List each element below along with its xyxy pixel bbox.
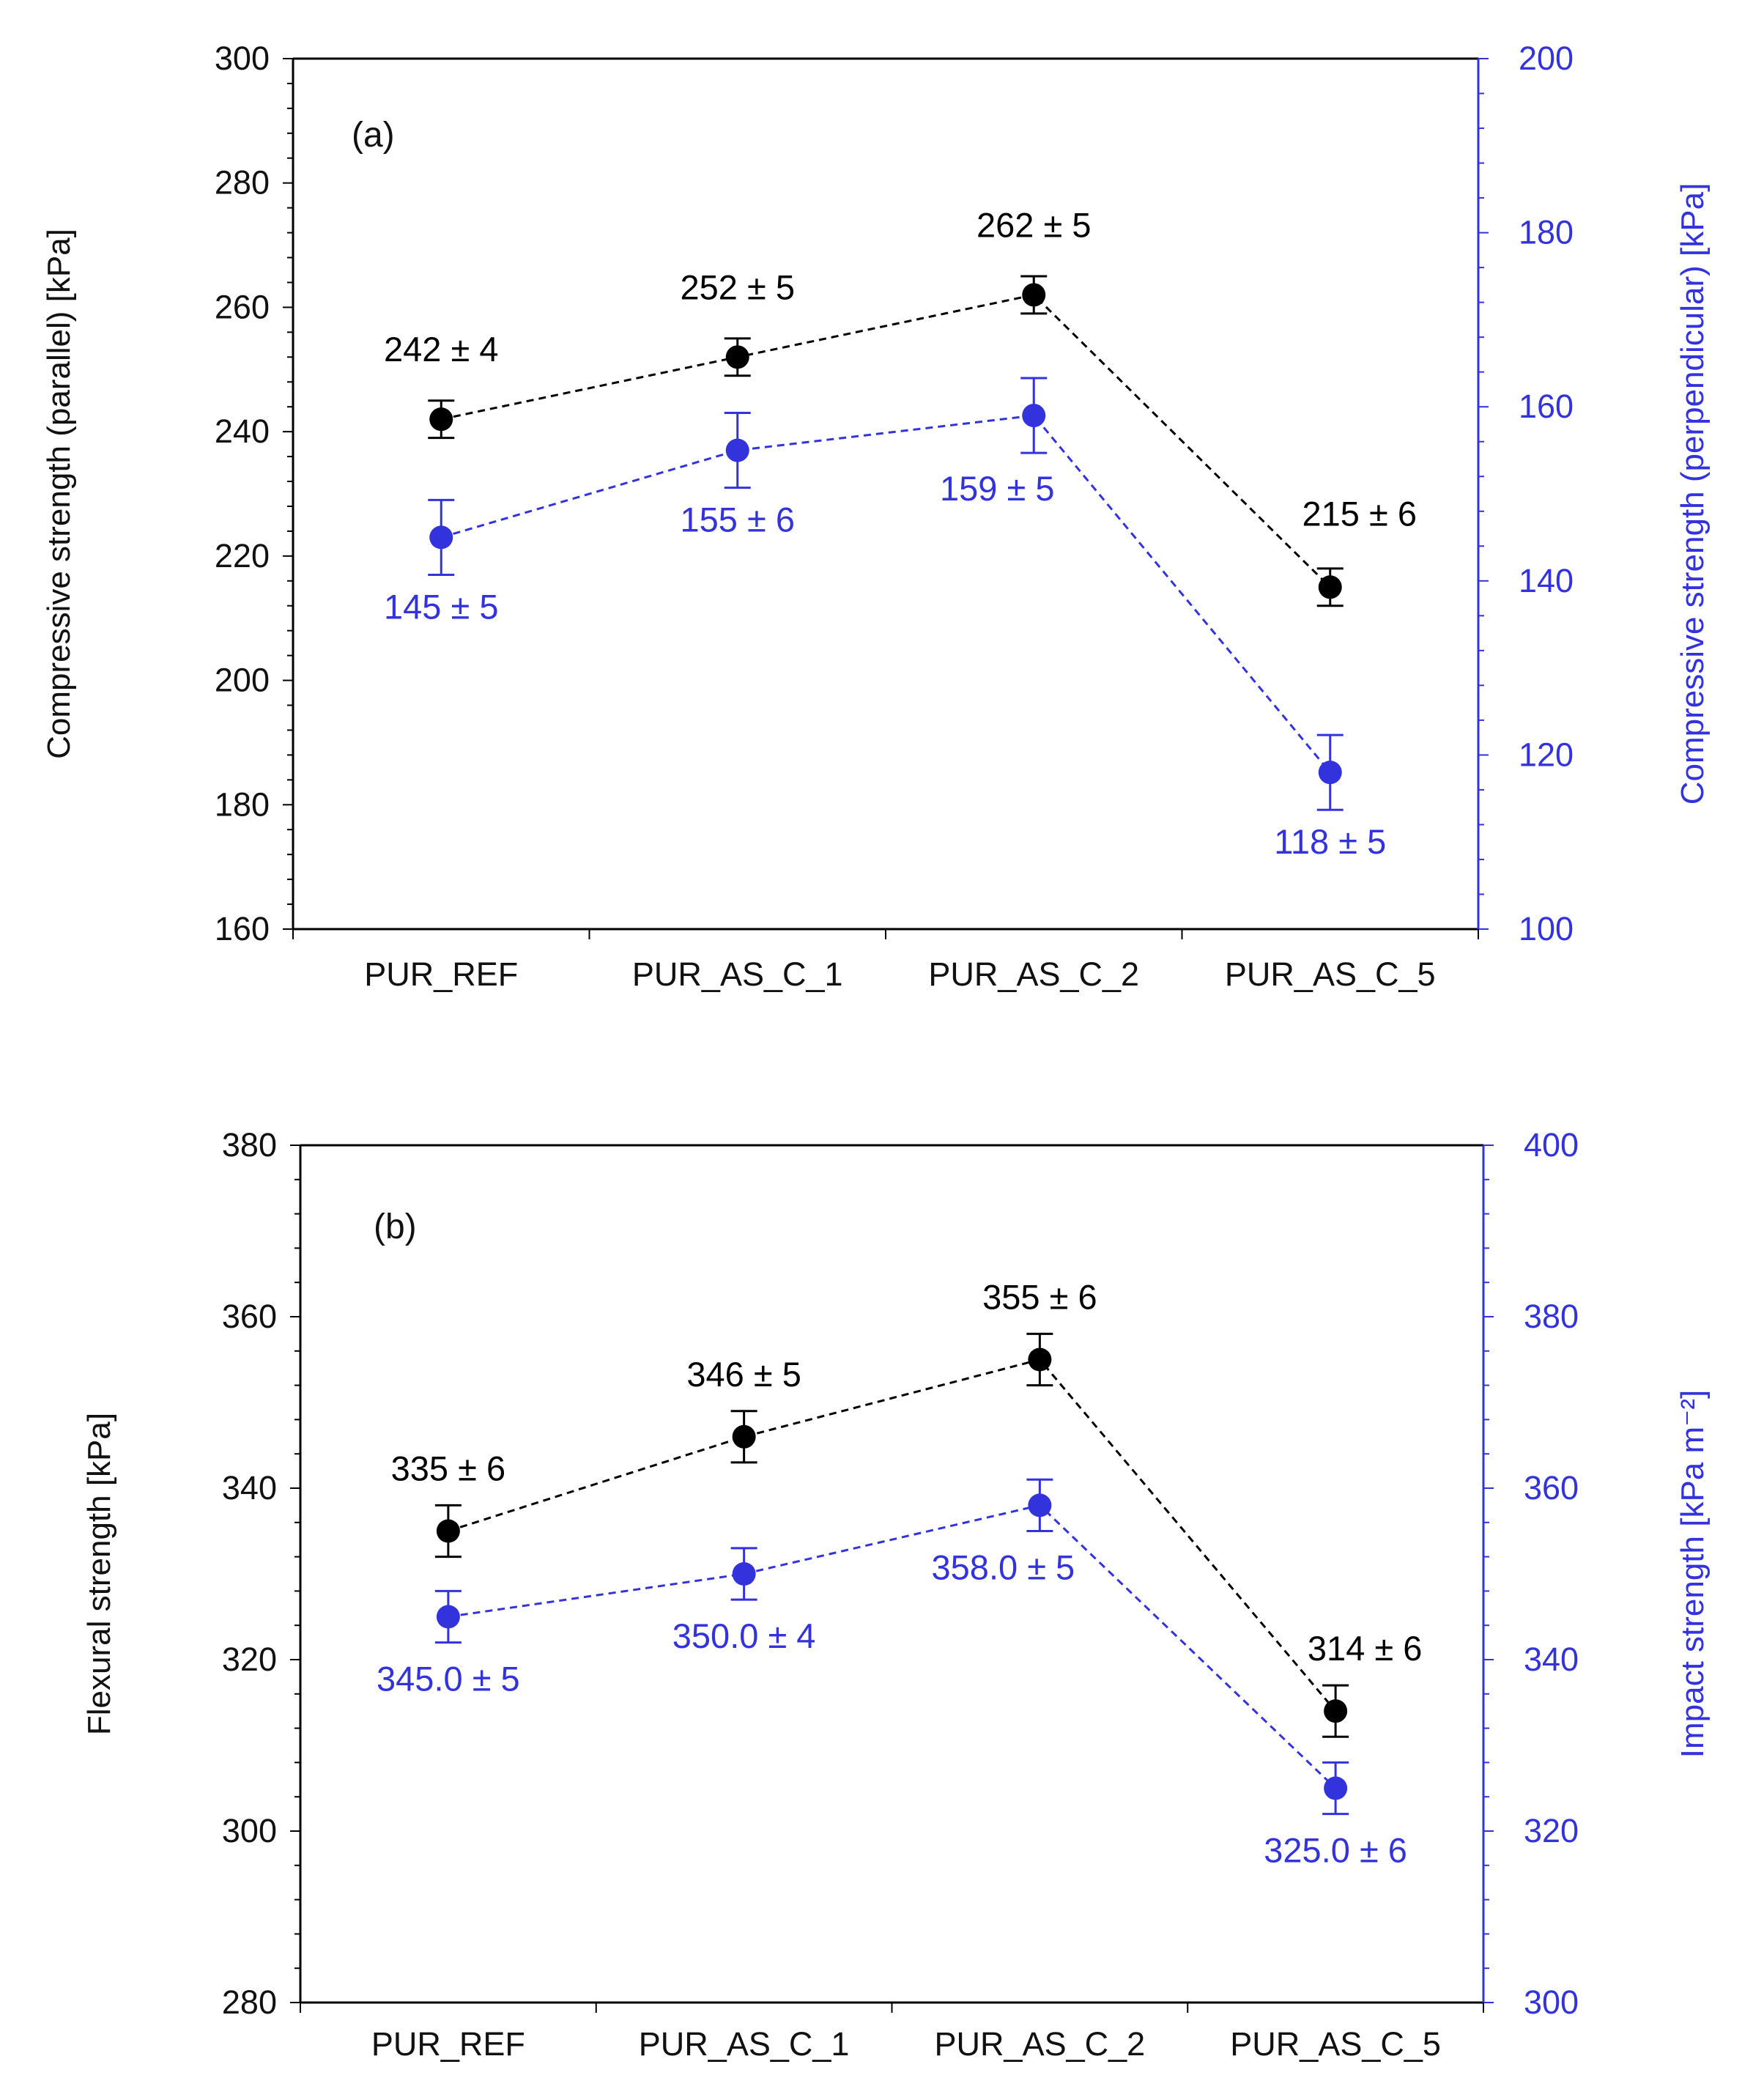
data-label: 262 ± 5	[976, 205, 1091, 244]
data-label: 242 ± 4	[384, 330, 498, 369]
data-point	[1022, 283, 1046, 307]
data-label: 314 ± 6	[1308, 1629, 1422, 1668]
data-point	[1318, 761, 1342, 785]
left-tick-label: 240	[215, 413, 270, 450]
right-tick-label: 200	[1519, 40, 1574, 77]
x-category-label: PUR_AS_C_1	[632, 955, 843, 993]
right-tick-label: 160	[1519, 388, 1574, 425]
left-axis-title: Compressive strength (parallel) [kPa]	[41, 229, 77, 759]
data-label: 252 ± 5	[681, 267, 795, 306]
right-tick-label: 380	[1524, 1298, 1579, 1335]
left-tick-label: 280	[222, 1983, 277, 2021]
right-tick-label: 120	[1519, 736, 1574, 773]
right-tick-label: 320	[1524, 1812, 1579, 1849]
data-point	[725, 438, 749, 462]
left-tick-label: 320	[222, 1641, 277, 1678]
data-point	[436, 1605, 460, 1629]
left-tick-label: 180	[215, 785, 270, 823]
data-label: 355 ± 6	[982, 1278, 1097, 1317]
x-category-label: PUR_AS_C_5	[1225, 955, 1436, 993]
panel-label: (b)	[374, 1208, 417, 1246]
data-label: 335 ± 6	[391, 1449, 505, 1488]
x-category-label: PUR_AS_C_1	[639, 2025, 850, 2063]
data-label: 358.0 ± 5	[932, 1548, 1075, 1586]
left-tick-label: 300	[222, 1812, 277, 1849]
left-tick-label: 380	[222, 1126, 277, 1164]
left-tick-label: 200	[215, 662, 270, 699]
left-tick-label: 220	[215, 537, 270, 574]
right-tick-label: 360	[1524, 1469, 1579, 1506]
data-point	[1318, 575, 1342, 599]
data-label: 215 ± 6	[1302, 494, 1417, 533]
data-label: 159 ± 5	[940, 469, 1054, 508]
left-tick-label: 300	[215, 40, 270, 77]
x-category-label: PUR_AS_C_2	[928, 955, 1139, 993]
data-point	[1028, 1347, 1052, 1372]
data-point	[732, 1562, 756, 1586]
right-tick-label: 100	[1519, 910, 1574, 947]
x-category-label: PUR_REF	[371, 2025, 525, 2063]
series-line-parallel	[440, 293, 1331, 588]
left-tick-label: 260	[215, 288, 270, 325]
data-label: 345.0 ± 5	[377, 1660, 520, 1698]
data-label: 155 ± 6	[681, 500, 795, 539]
right-tick-label: 180	[1519, 214, 1574, 251]
chart-panel-b: 280 300 320 340 360 380 300 320 340 360 380 400 PUR_…	[81, 1126, 1711, 2063]
x-category-label: PUR_REF	[364, 955, 518, 993]
right-axis-title: Compressive strength (perpendicular) [kP…	[1675, 183, 1711, 805]
data-point	[1022, 404, 1046, 428]
chart-panel-a: 160 180 200 220 240 260 280 300 100 120 140 160 180 2…	[41, 40, 1711, 993]
right-tick-label: 140	[1519, 562, 1574, 599]
series-line-impact	[448, 1504, 1337, 1789]
data-point	[732, 1424, 756, 1449]
left-tick-label: 160	[215, 910, 270, 947]
data-label: 346 ± 5	[686, 1355, 801, 1394]
left-tick-label: 360	[222, 1298, 277, 1335]
series-line-flexural	[448, 1358, 1337, 1712]
data-label: 118 ± 5	[1274, 822, 1386, 861]
data-point	[429, 407, 453, 432]
data-point	[1324, 1699, 1348, 1723]
left-axis-title: Flexural strength [kPa]	[81, 1413, 117, 1735]
data-point	[436, 1519, 460, 1543]
data-label: 325.0 ± 6	[1264, 1831, 1407, 1870]
left-tick-label: 280	[215, 164, 270, 201]
data-label: 350.0 ± 4	[672, 1616, 816, 1655]
data-label: 145 ± 5	[384, 587, 498, 626]
data-point	[725, 345, 749, 369]
x-category-label: PUR_AS_C_2	[935, 2025, 1146, 2063]
data-point	[429, 525, 453, 550]
series-line-perpendicular	[440, 414, 1331, 774]
right-tick-label: 400	[1524, 1126, 1579, 1164]
data-point	[1324, 1776, 1348, 1800]
right-tick-label: 340	[1524, 1641, 1579, 1678]
x-category-label: PUR_AS_C_5	[1230, 2025, 1441, 2063]
left-tick-label: 340	[222, 1469, 277, 1506]
panel-label: (a)	[352, 116, 395, 155]
data-point	[1028, 1493, 1052, 1517]
right-tick-label: 300	[1524, 1983, 1579, 2021]
right-axis-title: Impact strength [kPa m⁻²]	[1675, 1390, 1711, 1759]
